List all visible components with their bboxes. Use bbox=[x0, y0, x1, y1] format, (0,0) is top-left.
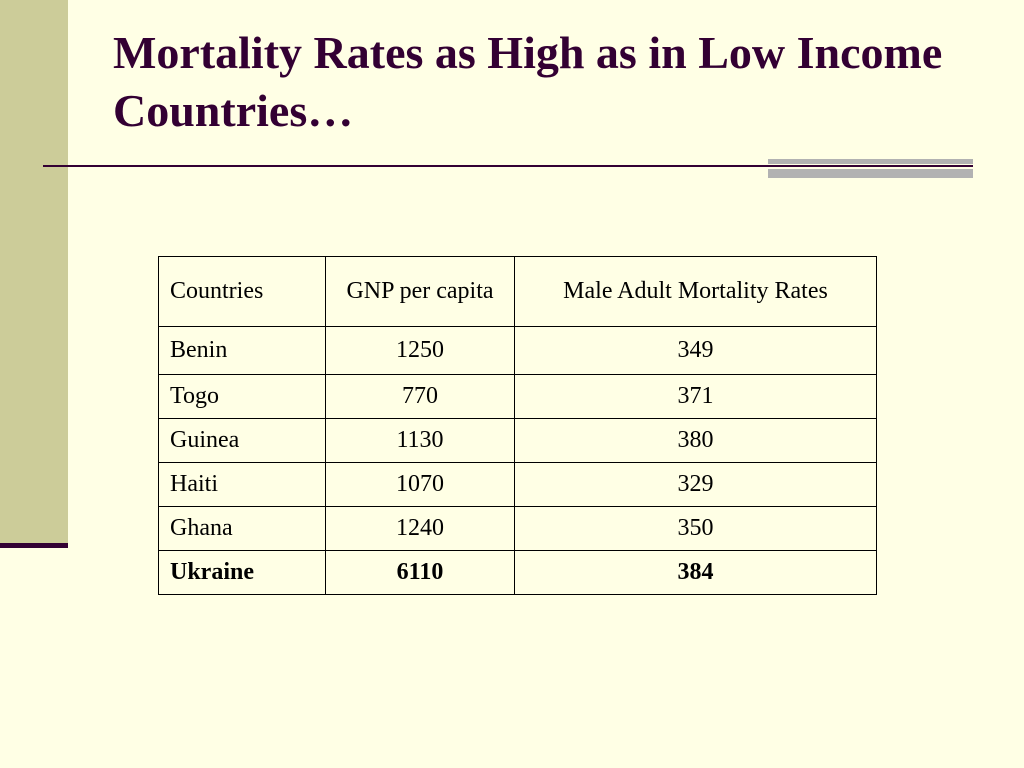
cell-mortality: 380 bbox=[514, 418, 877, 463]
accent-bar-bottom bbox=[768, 169, 973, 178]
cell-country: Ukraine bbox=[158, 550, 326, 595]
column-header-mortality: Male Adult Mortality Rates bbox=[514, 256, 877, 327]
cell-gnp: 1130 bbox=[325, 418, 515, 463]
accent-bar-top bbox=[768, 159, 973, 164]
left-sidebar-bar bbox=[0, 0, 68, 545]
left-sidebar-rule bbox=[0, 543, 68, 548]
cell-gnp: 1250 bbox=[325, 326, 515, 375]
cell-gnp: 1240 bbox=[325, 506, 515, 551]
cell-mortality: 350 bbox=[514, 506, 877, 551]
cell-gnp: 770 bbox=[325, 374, 515, 419]
cell-country: Ghana bbox=[158, 506, 326, 551]
table-row: Guinea 1130 380 bbox=[158, 418, 877, 463]
slide-title: Mortality Rates as High as in Low Income… bbox=[113, 27, 943, 136]
column-header-countries: Countries bbox=[158, 256, 326, 327]
cell-mortality: 349 bbox=[514, 326, 877, 375]
table-row: Togo 770 371 bbox=[158, 374, 877, 419]
cell-gnp: 6110 bbox=[325, 550, 515, 595]
cell-country: Benin bbox=[158, 326, 326, 375]
cell-mortality: 329 bbox=[514, 462, 877, 507]
cell-country: Haiti bbox=[158, 462, 326, 507]
mortality-table: Countries GNP per capita Male Adult Mort… bbox=[158, 256, 877, 595]
cell-gnp: 1070 bbox=[325, 462, 515, 507]
column-header-gnp: GNP per capita bbox=[325, 256, 515, 327]
table-row: Benin 1250 349 bbox=[158, 326, 877, 375]
cell-country: Guinea bbox=[158, 418, 326, 463]
cell-country: Togo bbox=[158, 374, 326, 419]
title-divider bbox=[43, 165, 973, 167]
table-row: Ghana 1240 350 bbox=[158, 506, 877, 551]
table-row-highlighted: Ukraine 6110 384 bbox=[158, 550, 877, 595]
cell-mortality: 371 bbox=[514, 374, 877, 419]
table-row: Haiti 1070 329 bbox=[158, 462, 877, 507]
cell-mortality: 384 bbox=[514, 550, 877, 595]
table-header-row: Countries GNP per capita Male Adult Mort… bbox=[158, 256, 877, 327]
title-accent-bars bbox=[768, 159, 973, 179]
